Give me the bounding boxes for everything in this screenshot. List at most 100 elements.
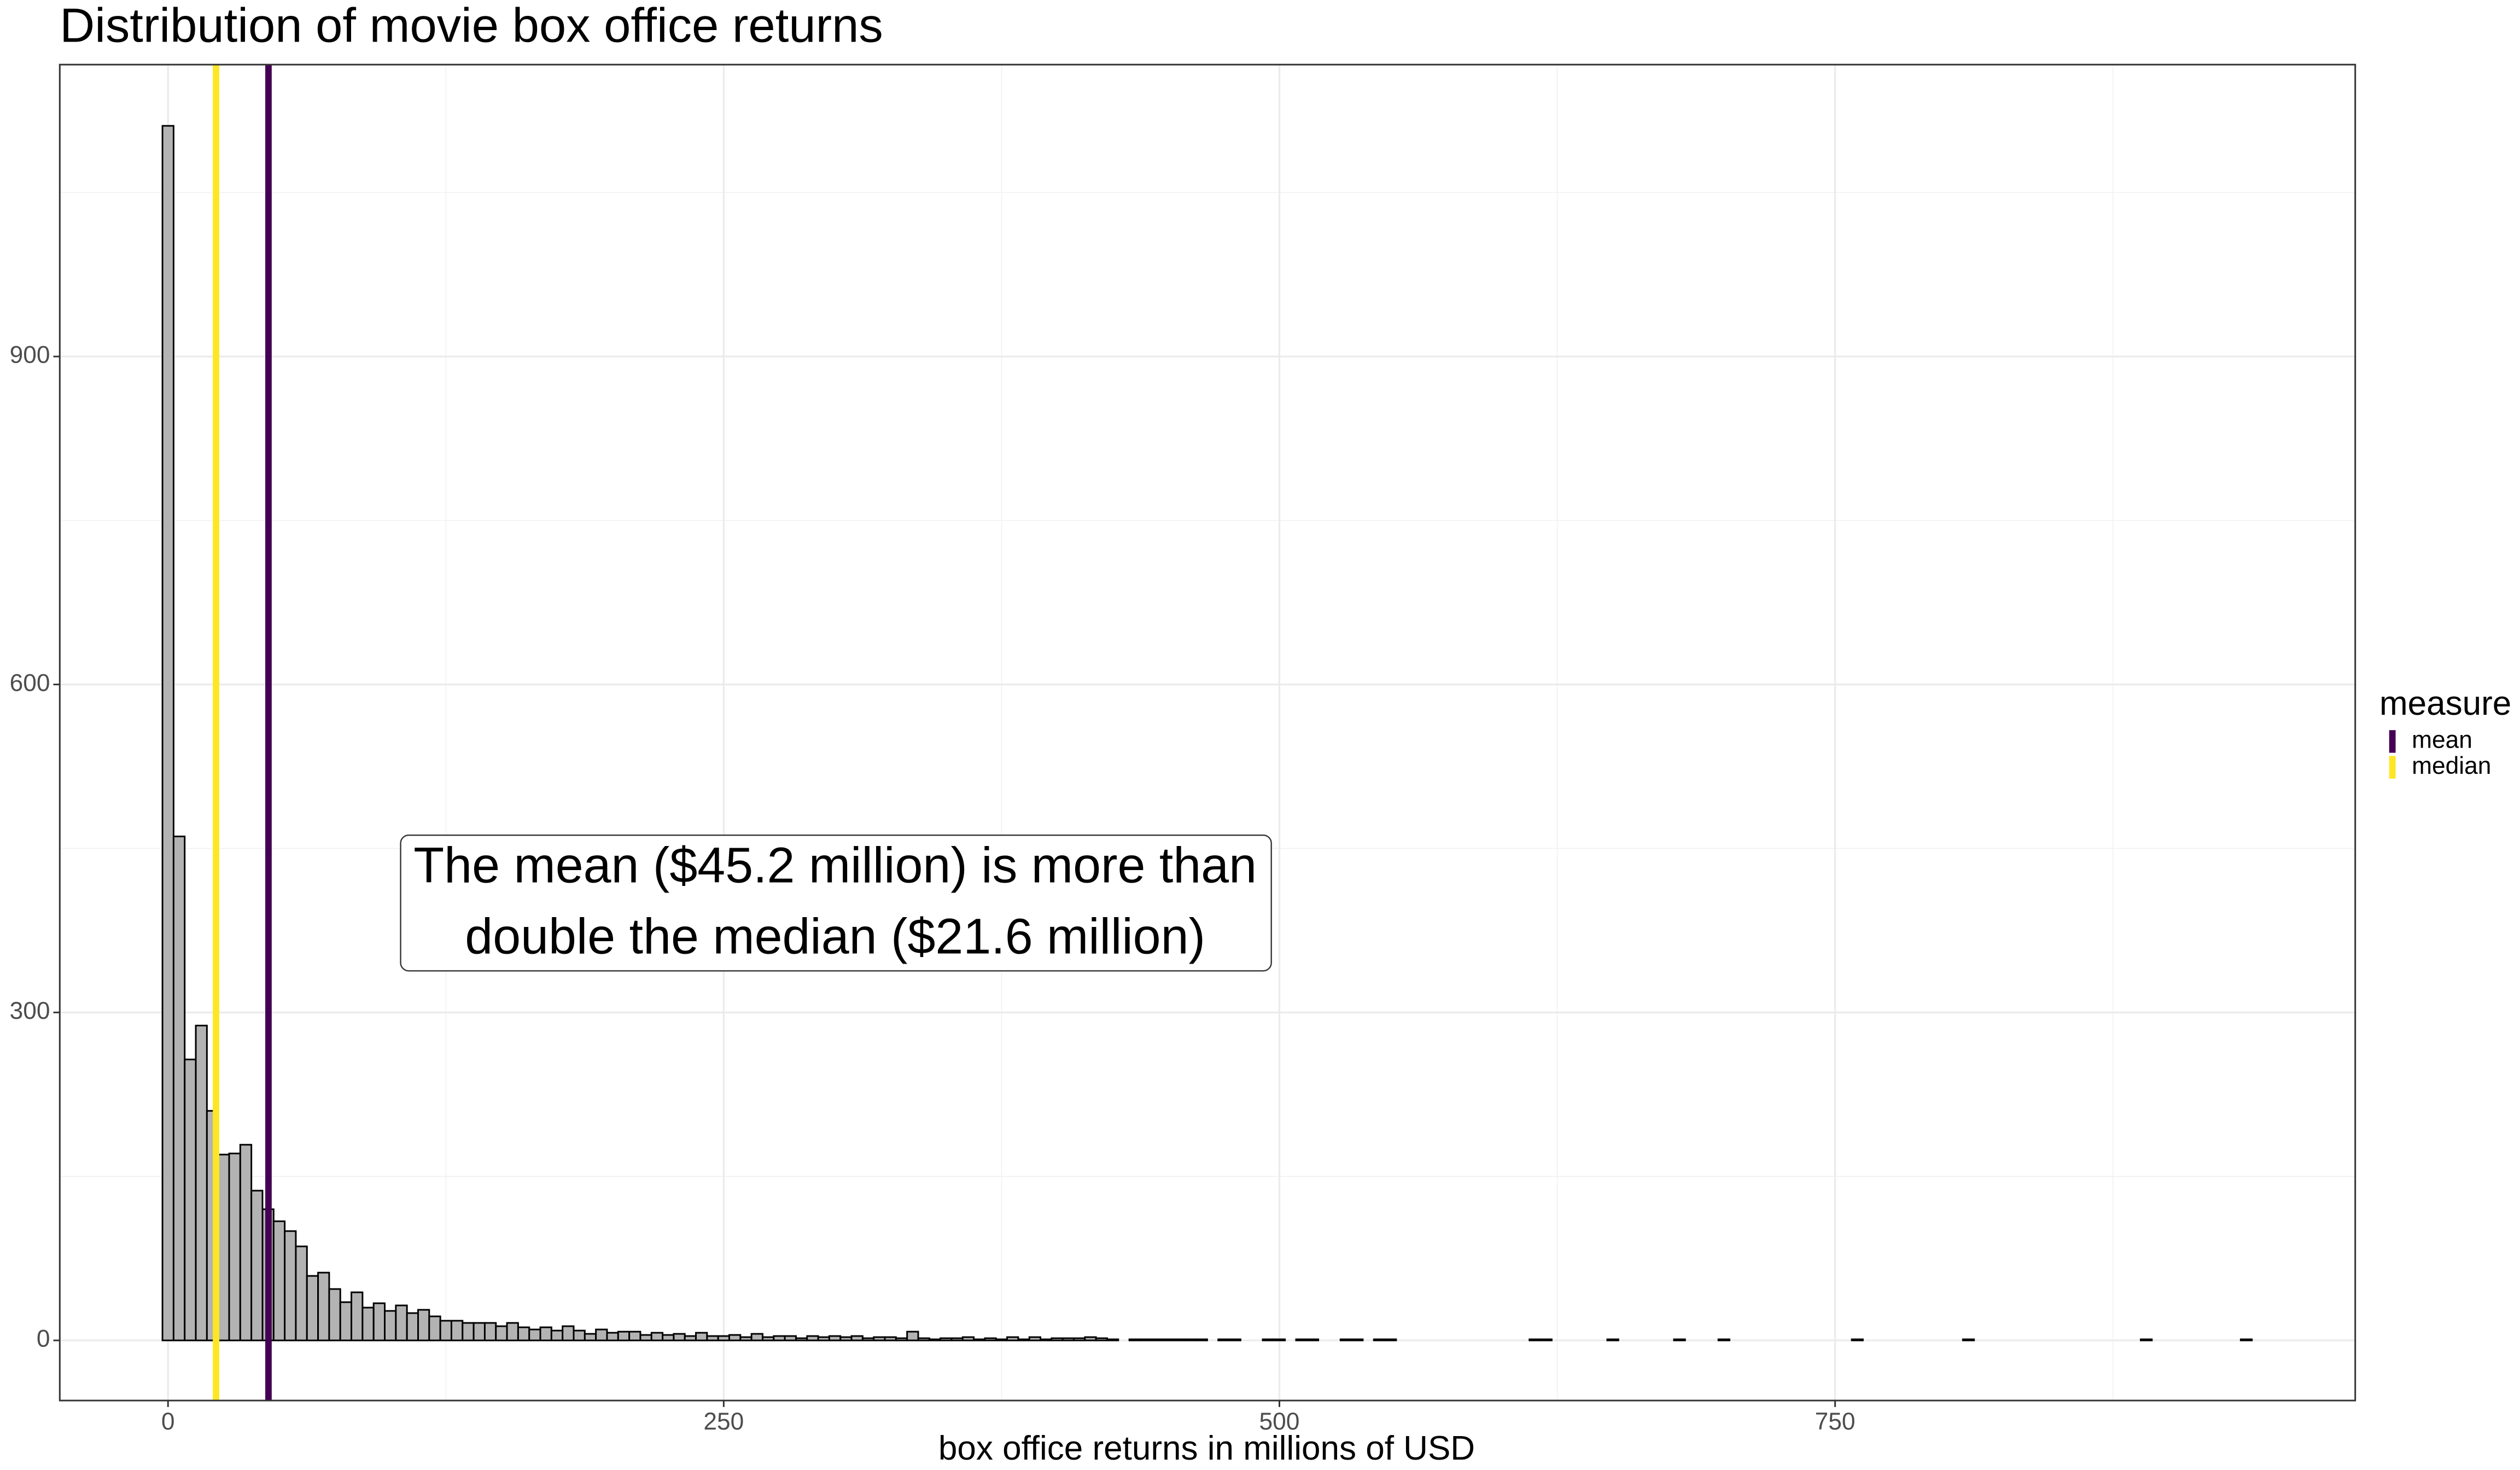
legend-label: median [2412, 752, 2491, 779]
bar [1184, 1338, 1197, 1341]
bar [339, 1301, 353, 1341]
bar [961, 1336, 975, 1341]
x-axis-label: box office returns in millions of USD [938, 1430, 1475, 1467]
bar [217, 1153, 230, 1341]
bar [506, 1322, 519, 1341]
bar [1351, 1338, 1364, 1341]
bar [728, 1334, 742, 1341]
bar [828, 1335, 842, 1341]
bar [562, 1325, 575, 1341]
bar [395, 1304, 408, 1341]
bar [372, 1302, 386, 1341]
bar [1851, 1338, 1864, 1341]
bar [839, 1336, 853, 1341]
bar [1006, 1336, 1019, 1341]
bar [762, 1336, 775, 1341]
bar [906, 1331, 919, 1341]
x-tick-label: 250 [703, 1408, 744, 1435]
bar [584, 1333, 597, 1341]
bar [317, 1271, 330, 1341]
bar [1539, 1338, 1553, 1341]
bar [328, 1288, 341, 1341]
bar [462, 1322, 475, 1341]
bar [973, 1338, 986, 1341]
bar [1673, 1338, 1686, 1341]
bar [472, 1322, 486, 1341]
bar [239, 1144, 253, 1341]
bar [595, 1328, 608, 1341]
bar [806, 1335, 819, 1341]
bar [284, 1230, 297, 1341]
bar [1040, 1338, 1053, 1341]
bar [739, 1336, 752, 1341]
bar [351, 1291, 364, 1341]
bar [539, 1326, 552, 1341]
bar [1606, 1338, 1619, 1341]
bar [2140, 1338, 2153, 1341]
bar [550, 1329, 564, 1341]
bar [873, 1336, 886, 1341]
bar [428, 1315, 441, 1341]
bar [1061, 1337, 1075, 1341]
bar [528, 1328, 541, 1341]
bar [295, 1245, 308, 1341]
bar [706, 1335, 719, 1341]
bar [1195, 1338, 1208, 1341]
bar [450, 1320, 464, 1341]
bar [928, 1338, 942, 1341]
bar [1095, 1337, 1108, 1341]
bar [861, 1337, 875, 1341]
bar [1084, 1336, 1097, 1341]
bar [662, 1334, 675, 1341]
bar [1028, 1336, 1042, 1341]
bar [1295, 1338, 1308, 1341]
legend-title: measure [2379, 685, 2511, 722]
y-tick-label: 300 [10, 998, 50, 1024]
bar [1051, 1337, 1064, 1341]
bar [639, 1334, 652, 1341]
bar [1217, 1338, 1230, 1341]
bar [984, 1337, 997, 1341]
bar [750, 1333, 763, 1341]
bar [495, 1325, 508, 1341]
bar [817, 1336, 830, 1341]
bar [784, 1335, 797, 1341]
bar [172, 836, 186, 1341]
bar [228, 1152, 241, 1341]
bar [1262, 1338, 1275, 1341]
bar [272, 1220, 286, 1341]
bar [1106, 1338, 1119, 1341]
bar [1273, 1338, 1286, 1341]
bar [1339, 1338, 1353, 1341]
bar [361, 1306, 375, 1341]
bar [1017, 1338, 1030, 1341]
bar [1529, 1338, 1542, 1341]
bar [773, 1335, 786, 1341]
y-tick-label: 0 [37, 1326, 50, 1352]
bar [1306, 1338, 1320, 1341]
bar [1962, 1338, 1975, 1341]
bar [950, 1337, 964, 1341]
bar [1384, 1338, 1397, 1341]
bar [406, 1312, 419, 1341]
bar [673, 1333, 686, 1341]
bar [650, 1332, 664, 1341]
bar [195, 1024, 208, 1341]
x-tick-label: 500 [1259, 1408, 1300, 1435]
bar [1128, 1338, 1141, 1341]
bar [1172, 1338, 1186, 1341]
bar [2239, 1338, 2253, 1341]
bar [1228, 1338, 1241, 1341]
bar [617, 1331, 631, 1341]
bar [940, 1337, 953, 1341]
bar [573, 1329, 586, 1341]
x-tick-label: 0 [161, 1408, 175, 1435]
bar [1151, 1338, 1164, 1341]
bar [306, 1275, 319, 1341]
annotation-text: The mean ($45.2 million) is more than [413, 837, 1257, 893]
y-tick-label: 600 [10, 669, 50, 696]
bar [384, 1310, 397, 1341]
bar [250, 1189, 264, 1341]
